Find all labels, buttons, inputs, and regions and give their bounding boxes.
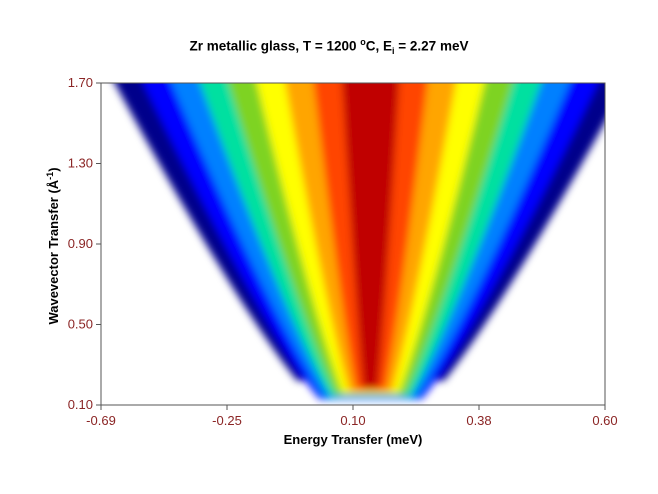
x-axis-ticks: -0.69 -0.25 0.10 0.38 0.60 (86, 405, 618, 428)
x-tick-label: -0.69 (86, 413, 116, 428)
y-tick-label: 0.90 (68, 236, 93, 251)
y-tick-label: 1.30 (68, 156, 93, 171)
x-tick-label: -0.25 (212, 413, 242, 428)
x-tick-label: 0.10 (340, 413, 365, 428)
y-axis-label: Wavevector Transfer (Å-1) (45, 167, 61, 324)
x-axis-label: Energy Transfer (meV) (284, 432, 423, 447)
x-tick-label: 0.38 (466, 413, 491, 428)
y-axis-ticks: 0.10 0.50 0.90 1.30 1.70 (68, 75, 101, 412)
heatmap-surface (114, 83, 605, 400)
contour-band-8 (342, 83, 400, 389)
y-tick-label: 0.50 (68, 317, 93, 332)
x-tick-label: 0.60 (592, 413, 617, 428)
chart-title: Zr metallic glass, T = 1200 oC, Ei = 2.2… (189, 37, 469, 57)
y-tick-label: 1.70 (68, 75, 93, 90)
y-tick-label: 0.10 (68, 397, 93, 412)
